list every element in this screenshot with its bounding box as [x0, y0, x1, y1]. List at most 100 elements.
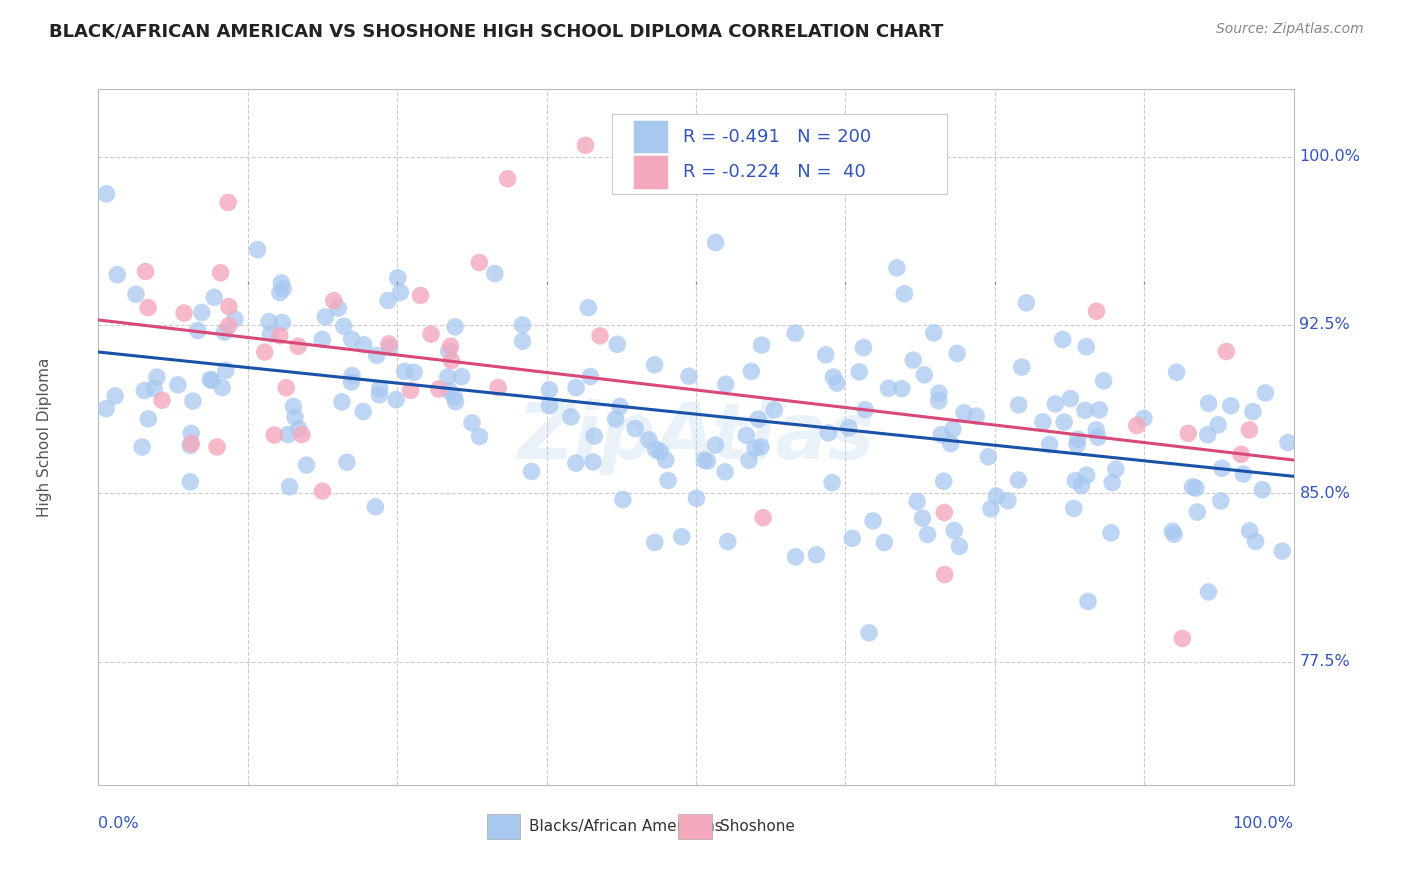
Point — [246, 243, 269, 257]
Point — [427, 382, 450, 396]
Point — [200, 372, 222, 386]
Point — [685, 491, 707, 506]
Point — [821, 475, 844, 490]
Point — [704, 235, 727, 250]
Point — [352, 404, 374, 418]
Point — [368, 382, 391, 396]
Point — [496, 171, 519, 186]
Point — [136, 301, 159, 315]
Text: Source: ZipAtlas.com: Source: ZipAtlas.com — [1216, 22, 1364, 37]
Point — [1092, 374, 1115, 388]
Point — [287, 339, 309, 353]
Point — [1088, 402, 1111, 417]
Point — [1177, 426, 1199, 441]
Point — [520, 465, 543, 479]
Point — [134, 384, 156, 398]
Point — [841, 532, 863, 546]
Point — [512, 334, 534, 349]
Point — [437, 344, 460, 359]
Point — [150, 393, 173, 408]
Point — [873, 535, 896, 549]
Point — [211, 380, 233, 394]
Point — [1105, 462, 1128, 476]
Point — [436, 370, 458, 384]
Point — [179, 438, 201, 452]
Point — [823, 370, 845, 384]
Point — [1241, 404, 1264, 418]
Point — [180, 426, 202, 441]
Point — [131, 440, 153, 454]
Point — [443, 390, 465, 404]
FancyBboxPatch shape — [486, 814, 520, 839]
Point — [911, 511, 934, 525]
Point — [1271, 544, 1294, 558]
FancyBboxPatch shape — [613, 113, 948, 194]
Point — [287, 422, 309, 436]
Point — [253, 345, 276, 359]
Point — [1085, 304, 1108, 318]
Point — [270, 276, 292, 290]
Point — [838, 421, 860, 435]
Point — [785, 326, 807, 340]
Point — [468, 255, 491, 269]
Point — [209, 266, 232, 280]
Point — [277, 427, 299, 442]
Point — [922, 326, 945, 340]
Point — [105, 268, 128, 282]
Point — [311, 333, 333, 347]
Point — [853, 402, 876, 417]
Point — [187, 324, 209, 338]
Point — [852, 341, 875, 355]
Point — [96, 401, 118, 416]
Point — [1166, 365, 1188, 379]
Point — [218, 318, 240, 333]
Point — [814, 348, 837, 362]
Point — [747, 412, 769, 426]
Point — [1087, 430, 1109, 444]
Point — [977, 450, 1000, 464]
Point — [928, 393, 950, 408]
Point — [678, 369, 700, 384]
Text: 100.0%: 100.0% — [1233, 816, 1294, 831]
Point — [173, 306, 195, 320]
Point — [444, 394, 467, 409]
Point — [1074, 403, 1097, 417]
Point — [744, 441, 766, 455]
Point — [1211, 461, 1233, 475]
Point — [890, 382, 912, 396]
Point — [638, 433, 661, 447]
Point — [181, 394, 204, 409]
Point — [269, 285, 291, 300]
Point — [214, 325, 236, 339]
Point — [191, 305, 214, 319]
Point — [263, 428, 285, 442]
Point — [565, 381, 588, 395]
Point — [378, 341, 401, 355]
Point — [605, 412, 627, 426]
Point — [1219, 399, 1241, 413]
Point — [136, 412, 159, 426]
Point — [484, 267, 506, 281]
Point — [917, 527, 939, 541]
Point — [96, 186, 118, 201]
Point — [886, 260, 908, 275]
Point — [143, 382, 166, 396]
Point — [257, 315, 280, 329]
Point — [693, 453, 716, 467]
Point — [1011, 360, 1033, 375]
Point — [1067, 432, 1090, 446]
Point — [278, 480, 301, 494]
Point — [1007, 473, 1029, 487]
Point — [1230, 447, 1253, 461]
Point — [612, 492, 634, 507]
Point — [696, 454, 718, 468]
Point — [671, 530, 693, 544]
Point — [512, 318, 534, 332]
Point — [1133, 411, 1156, 425]
Point — [1232, 467, 1254, 481]
Point — [1239, 524, 1261, 538]
Point — [1277, 435, 1299, 450]
Point — [1126, 418, 1149, 433]
Point — [1181, 480, 1204, 494]
Point — [461, 416, 484, 430]
